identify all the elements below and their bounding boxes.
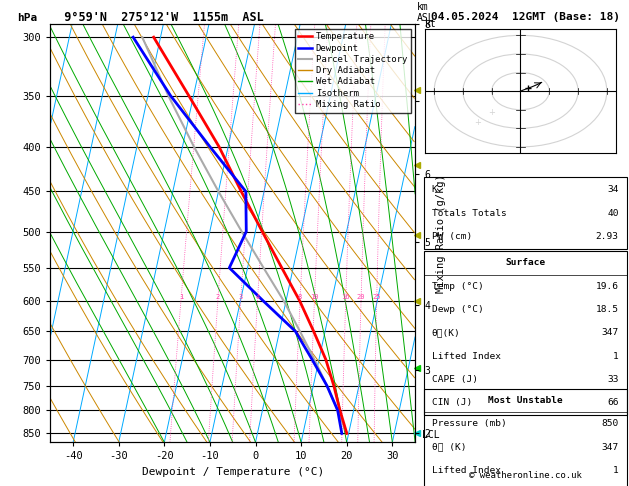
Text: hPa: hPa [18, 14, 38, 23]
Bar [423, 177, 627, 249]
Text: 10: 10 [310, 294, 319, 300]
Text: 4: 4 [255, 294, 260, 300]
Text: 25: 25 [372, 294, 381, 300]
Text: 19.6: 19.6 [596, 282, 619, 291]
Text: +: + [474, 118, 481, 127]
Text: Lifted Index: Lifted Index [431, 466, 501, 475]
Text: θᴄ(K): θᴄ(K) [431, 329, 460, 337]
X-axis label: Dewpoint / Temperature (°C): Dewpoint / Temperature (°C) [142, 467, 324, 477]
Text: 1: 1 [613, 466, 619, 475]
Text: +: + [488, 108, 495, 117]
Text: 347: 347 [601, 443, 619, 451]
Text: 20: 20 [357, 294, 365, 300]
Text: Dewp (°C): Dewp (°C) [431, 305, 484, 314]
Text: Lifted Index: Lifted Index [431, 352, 501, 361]
Text: 3: 3 [238, 294, 243, 300]
Text: Temp (°C): Temp (°C) [431, 282, 484, 291]
Text: 2.93: 2.93 [596, 232, 619, 242]
Text: K: K [431, 185, 438, 194]
Text: 8: 8 [298, 294, 303, 300]
Text: Totals Totals: Totals Totals [431, 208, 506, 218]
Text: PW (cm): PW (cm) [431, 232, 472, 242]
Text: 18.5: 18.5 [596, 305, 619, 314]
Text: © weatheronline.co.uk: © weatheronline.co.uk [469, 471, 582, 480]
Text: kt: kt [425, 19, 437, 29]
Text: 9°59'N  275°12'W  1155m  ASL: 9°59'N 275°12'W 1155m ASL [50, 11, 264, 24]
Text: Surface: Surface [505, 259, 545, 267]
Text: 2: 2 [216, 294, 220, 300]
Bar [423, 251, 627, 415]
Y-axis label: Mixing Ratio (g/kg): Mixing Ratio (g/kg) [436, 174, 445, 293]
Text: 1: 1 [179, 294, 183, 300]
Text: 40: 40 [607, 208, 619, 218]
Text: 04.05.2024  12GMT (Base: 18): 04.05.2024 12GMT (Base: 18) [431, 12, 620, 22]
Text: Pressure (mb): Pressure (mb) [431, 419, 506, 428]
Text: 347: 347 [601, 329, 619, 337]
Text: 66: 66 [607, 399, 619, 407]
Text: CIN (J): CIN (J) [431, 399, 472, 407]
Text: LCL: LCL [423, 430, 440, 439]
Text: θᴄ (K): θᴄ (K) [431, 443, 466, 451]
Text: 16: 16 [342, 294, 350, 300]
Text: 34: 34 [607, 185, 619, 194]
Text: CAPE (J): CAPE (J) [431, 375, 478, 384]
Text: Most Unstable: Most Unstable [488, 396, 562, 405]
Legend: Temperature, Dewpoint, Parcel Trajectory, Dry Adiabat, Wet Adiabat, Isotherm, Mi: Temperature, Dewpoint, Parcel Trajectory… [295, 29, 411, 113]
Text: km
ASL: km ASL [417, 2, 435, 23]
Text: 33: 33 [607, 375, 619, 384]
Bar [423, 389, 627, 486]
Text: 850: 850 [601, 419, 619, 428]
Text: 1: 1 [613, 352, 619, 361]
